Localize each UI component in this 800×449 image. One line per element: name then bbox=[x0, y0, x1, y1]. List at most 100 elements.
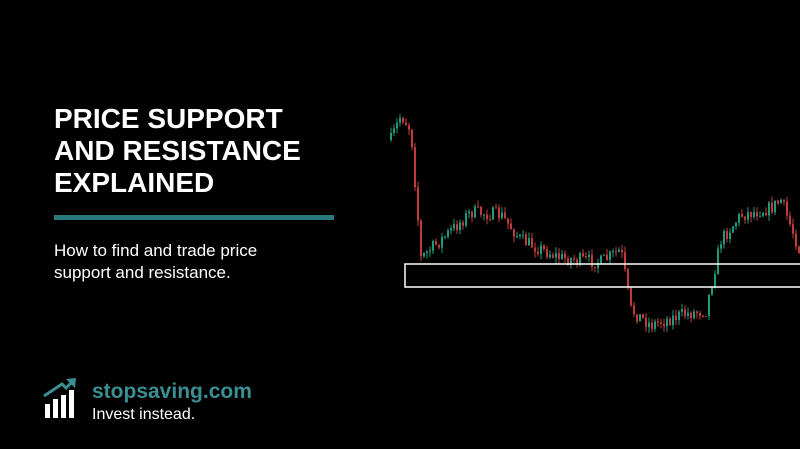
brand-name: stopsaving.com bbox=[92, 380, 252, 403]
candle-body bbox=[756, 211, 758, 217]
candle-body bbox=[426, 251, 428, 253]
candle-body bbox=[789, 215, 791, 225]
candle-body bbox=[783, 199, 785, 202]
candle-body bbox=[744, 216, 746, 220]
candle-body bbox=[621, 249, 623, 253]
candle-body bbox=[780, 199, 782, 204]
candle-body bbox=[402, 118, 404, 123]
candle-body bbox=[732, 226, 734, 233]
candle-body bbox=[723, 231, 725, 245]
candle-body bbox=[405, 122, 407, 126]
candle-body bbox=[513, 229, 515, 237]
candle-body bbox=[393, 128, 395, 134]
divider bbox=[54, 215, 334, 220]
candle-body bbox=[528, 238, 530, 246]
candle-body bbox=[720, 244, 722, 249]
candle-body bbox=[660, 322, 662, 324]
candle-body bbox=[771, 202, 773, 213]
candle-body bbox=[471, 211, 473, 218]
candle-body bbox=[540, 245, 542, 255]
candle-body bbox=[705, 315, 707, 317]
candle-body bbox=[411, 129, 413, 148]
candle-body bbox=[606, 254, 608, 260]
candle-body bbox=[615, 251, 617, 253]
candle-body bbox=[699, 313, 701, 316]
candle-body bbox=[609, 251, 611, 260]
candle-body bbox=[591, 254, 593, 267]
candle-body bbox=[465, 213, 467, 226]
candle-body bbox=[717, 248, 719, 275]
candle-body bbox=[633, 305, 635, 315]
candle-body bbox=[498, 207, 500, 219]
candle-body bbox=[654, 321, 656, 329]
candle-body bbox=[486, 214, 488, 219]
candle-body bbox=[420, 220, 422, 257]
candle-body bbox=[585, 256, 587, 258]
candle-body bbox=[438, 244, 440, 248]
candle-body bbox=[765, 212, 767, 216]
candle-body bbox=[495, 207, 497, 209]
candle-body bbox=[489, 218, 491, 220]
candle-body bbox=[681, 309, 683, 312]
candle-body bbox=[762, 212, 764, 217]
candle-body bbox=[738, 214, 740, 223]
candle-body bbox=[675, 315, 677, 320]
candle-body bbox=[753, 211, 755, 217]
candle-body bbox=[477, 206, 479, 208]
candle-body bbox=[516, 235, 518, 237]
candle-body bbox=[750, 212, 752, 217]
candle-body bbox=[396, 122, 398, 129]
candle-body bbox=[567, 258, 569, 265]
candle-body bbox=[450, 228, 452, 231]
candle-body bbox=[711, 287, 713, 295]
candle-body bbox=[444, 236, 446, 238]
candle-body bbox=[525, 234, 527, 246]
candle-body bbox=[792, 224, 794, 234]
candle-body bbox=[651, 322, 653, 329]
candle-body bbox=[663, 323, 665, 327]
candle-body bbox=[480, 206, 482, 215]
candle-body bbox=[612, 251, 614, 253]
candle-body bbox=[558, 253, 560, 259]
candle-body bbox=[408, 125, 410, 130]
candle-body bbox=[687, 312, 689, 317]
logo bbox=[43, 378, 76, 418]
candle-body bbox=[648, 322, 650, 328]
candle-body bbox=[708, 294, 710, 316]
candle-body bbox=[735, 222, 737, 227]
candle-body bbox=[582, 253, 584, 257]
candle-body bbox=[561, 253, 563, 259]
candle-body bbox=[669, 318, 671, 326]
candle-body bbox=[510, 223, 512, 230]
candle-body bbox=[483, 214, 485, 216]
candle-body bbox=[546, 248, 548, 258]
candle-body bbox=[678, 311, 680, 320]
candle-body bbox=[768, 202, 770, 216]
subtitle-line: support and resistance. bbox=[54, 263, 231, 282]
candle-body bbox=[666, 318, 668, 327]
title-line: EXPLAINED bbox=[54, 167, 214, 198]
candle-body bbox=[726, 231, 728, 239]
subtitle-line: How to find and trade price bbox=[54, 241, 257, 260]
candle-body bbox=[492, 207, 494, 220]
candle-body bbox=[774, 200, 776, 213]
candle-body bbox=[576, 259, 578, 264]
candle-body bbox=[684, 309, 686, 317]
candle-body bbox=[564, 253, 566, 259]
decorative-candles bbox=[390, 113, 800, 333]
candle-body bbox=[429, 250, 431, 252]
candle-body bbox=[456, 224, 458, 231]
candle-body bbox=[741, 214, 743, 217]
title-line: AND RESISTANCE bbox=[54, 135, 301, 166]
candle-body bbox=[447, 230, 449, 237]
candle-body bbox=[573, 258, 575, 260]
candle-body bbox=[657, 321, 659, 323]
candle-body bbox=[777, 200, 779, 204]
candle-body bbox=[468, 211, 470, 214]
candle-body bbox=[747, 212, 749, 220]
candle-body bbox=[435, 241, 437, 245]
candle-body bbox=[594, 266, 596, 268]
candle-body bbox=[798, 246, 800, 254]
candle-body bbox=[630, 286, 632, 306]
